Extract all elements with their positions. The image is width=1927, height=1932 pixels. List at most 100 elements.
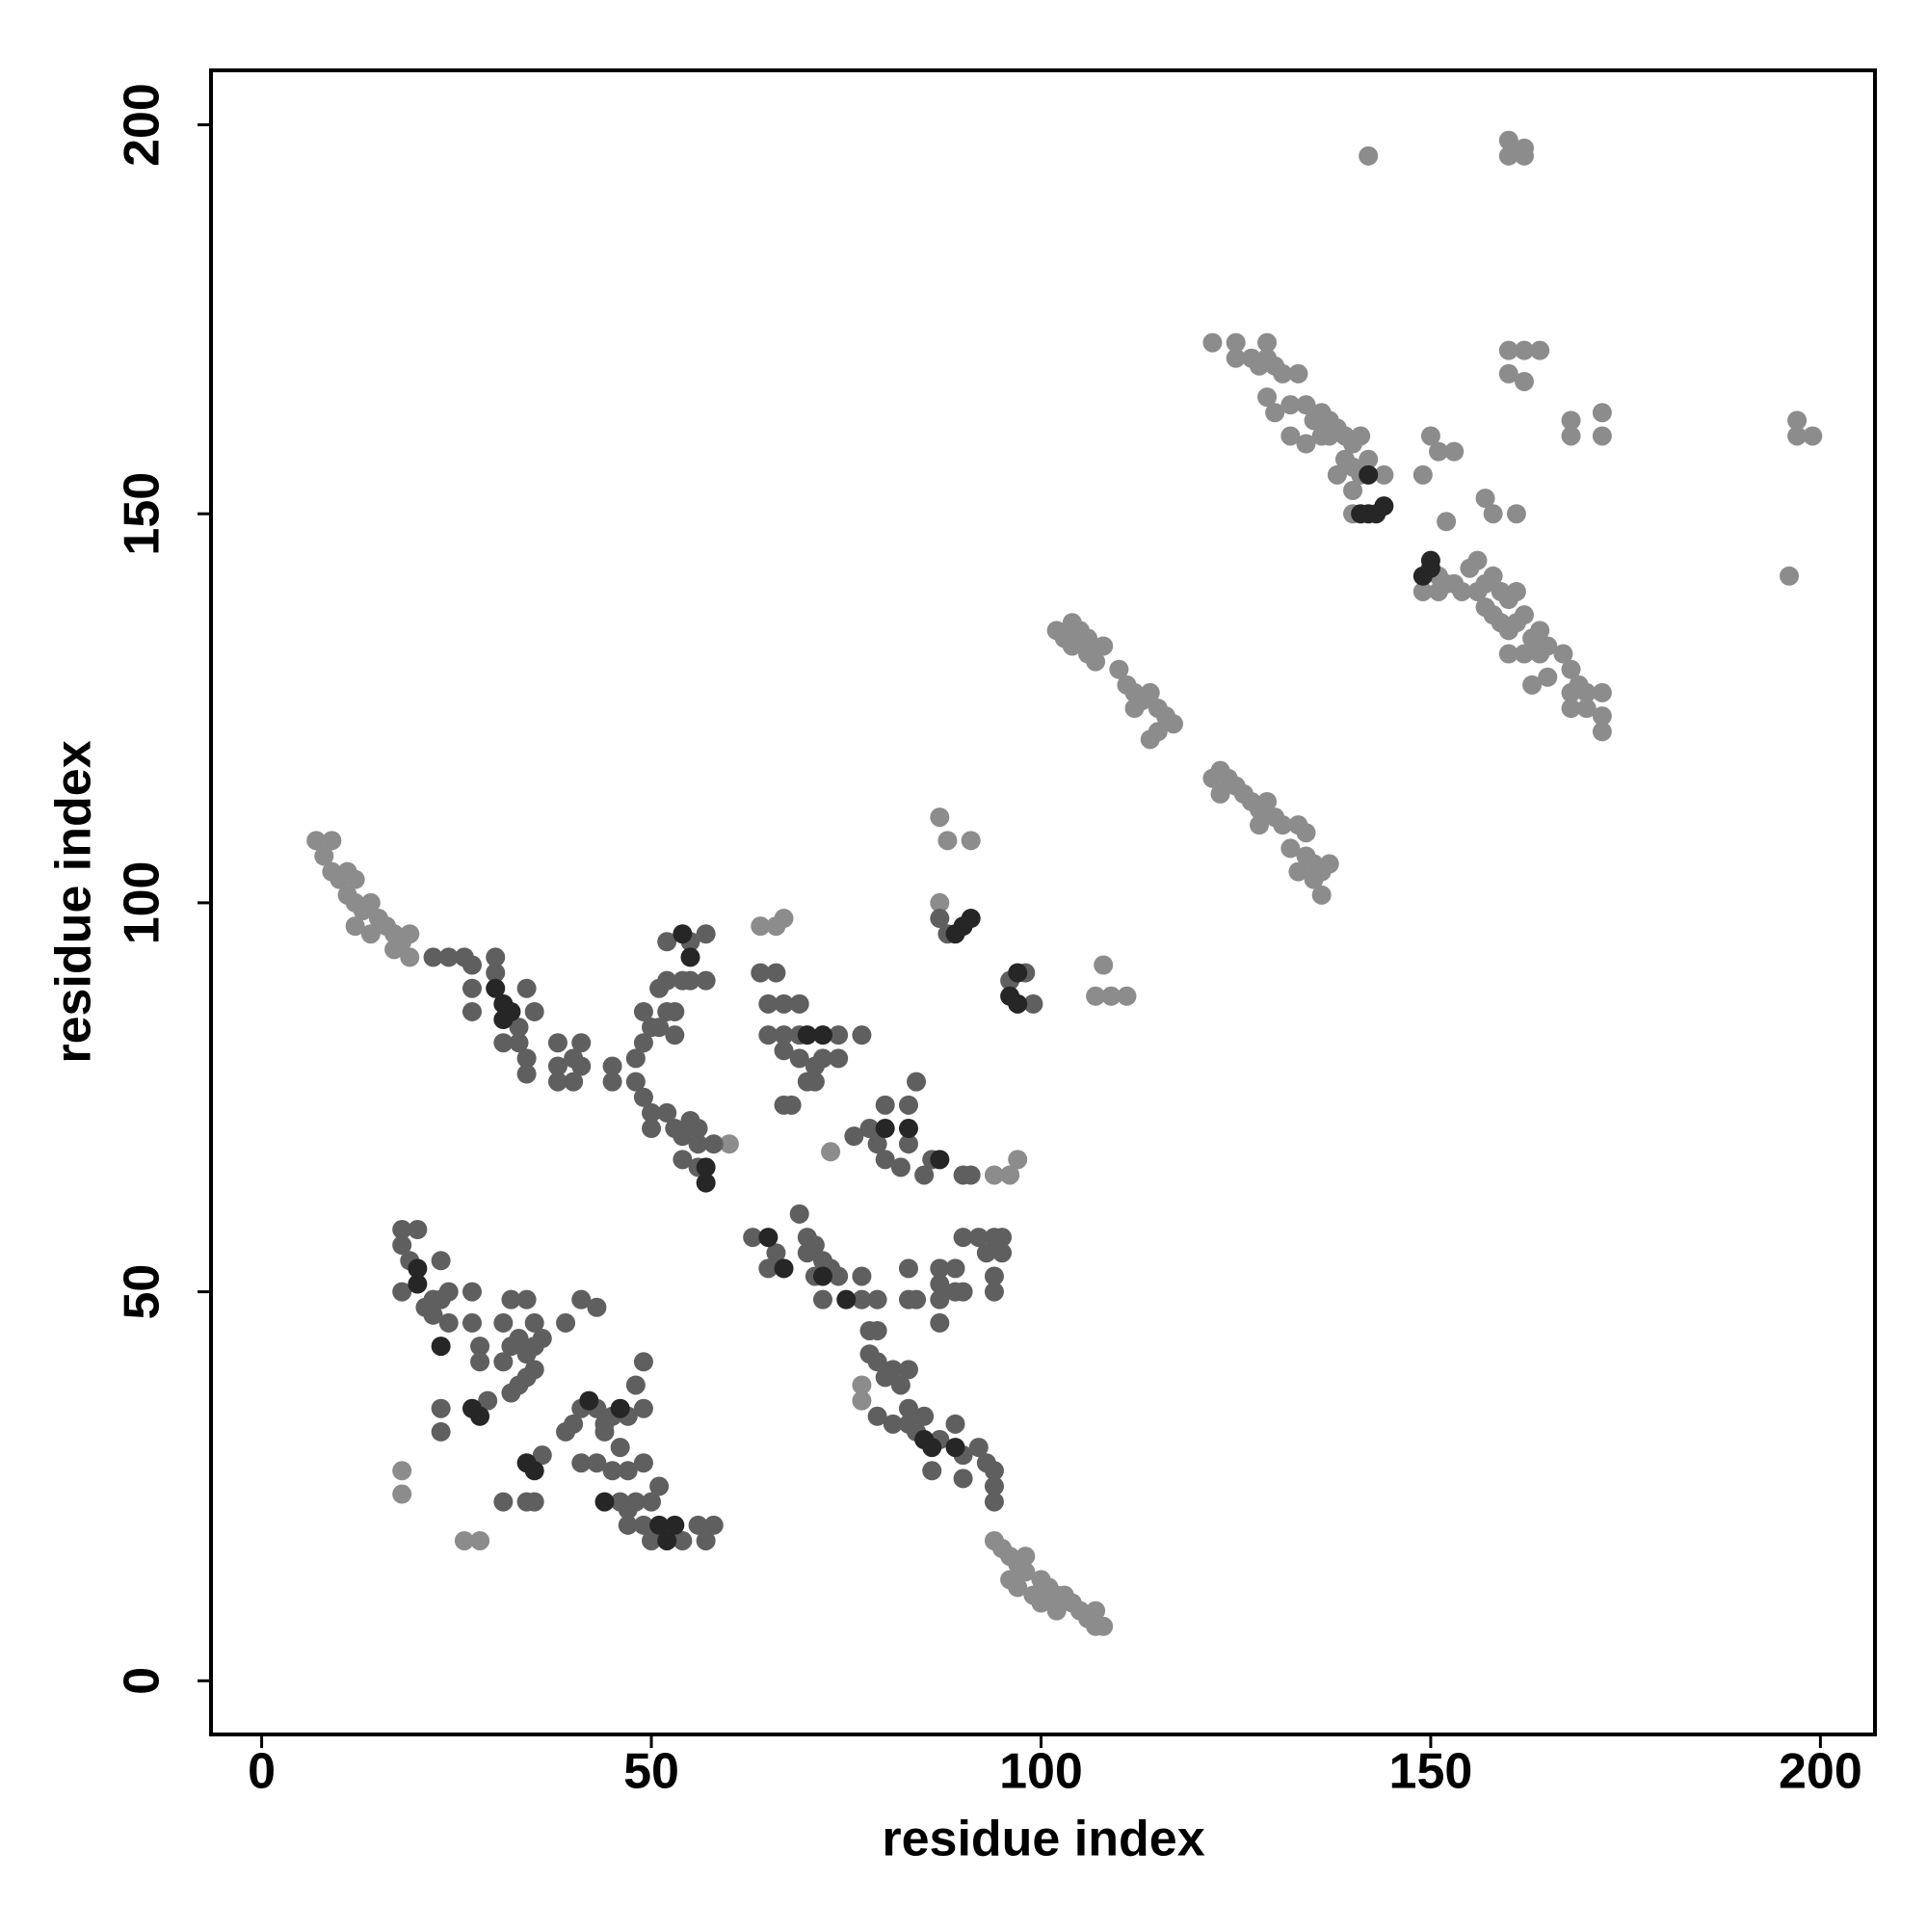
point bbox=[930, 1274, 950, 1294]
point bbox=[524, 1492, 544, 1512]
point bbox=[1094, 636, 1114, 656]
point bbox=[454, 1530, 474, 1550]
point bbox=[805, 1072, 825, 1092]
point bbox=[1226, 332, 1246, 353]
point bbox=[961, 1165, 981, 1185]
point bbox=[867, 1352, 887, 1372]
point bbox=[852, 1289, 872, 1310]
point bbox=[408, 1220, 428, 1240]
point bbox=[673, 924, 693, 944]
point bbox=[1359, 449, 1379, 469]
point bbox=[1086, 1601, 1106, 1621]
point bbox=[322, 831, 342, 851]
point bbox=[1094, 955, 1114, 975]
point bbox=[1553, 644, 1573, 664]
point bbox=[930, 1150, 950, 1170]
point bbox=[696, 970, 716, 991]
point bbox=[1288, 861, 1308, 882]
point bbox=[501, 1289, 521, 1310]
point bbox=[462, 1312, 482, 1333]
point bbox=[1226, 348, 1246, 368]
point bbox=[1086, 651, 1106, 672]
point bbox=[423, 1305, 443, 1325]
point bbox=[1249, 356, 1269, 376]
x-tick-label: 100 bbox=[999, 1744, 1083, 1800]
point bbox=[719, 1134, 739, 1154]
point bbox=[524, 1001, 544, 1021]
point bbox=[1117, 986, 1137, 1006]
point bbox=[438, 1312, 459, 1333]
point bbox=[462, 955, 482, 975]
point bbox=[470, 1406, 490, 1426]
point bbox=[1101, 986, 1122, 1006]
point bbox=[852, 1375, 872, 1395]
point bbox=[1374, 496, 1394, 516]
point bbox=[992, 1228, 1013, 1248]
point bbox=[1530, 644, 1550, 664]
point bbox=[1249, 815, 1269, 835]
point bbox=[1514, 340, 1534, 360]
point bbox=[1787, 426, 1808, 446]
point bbox=[571, 1453, 592, 1473]
point bbox=[1280, 838, 1301, 859]
point bbox=[898, 1360, 918, 1380]
point bbox=[1327, 464, 1347, 485]
point bbox=[642, 1119, 662, 1139]
y-tick-label: 50 bbox=[115, 1264, 171, 1320]
point bbox=[649, 1476, 670, 1496]
point bbox=[400, 924, 420, 944]
point bbox=[758, 993, 779, 1014]
point bbox=[314, 846, 334, 866]
point bbox=[930, 909, 950, 929]
point bbox=[642, 1530, 662, 1550]
point bbox=[968, 1438, 989, 1458]
point bbox=[1561, 699, 1581, 719]
point bbox=[665, 1025, 685, 1045]
point bbox=[1420, 426, 1440, 446]
point bbox=[1506, 504, 1526, 524]
point bbox=[914, 1406, 935, 1426]
point bbox=[812, 1025, 832, 1045]
point bbox=[829, 1025, 849, 1045]
point bbox=[766, 1243, 786, 1263]
point bbox=[618, 1461, 638, 1481]
point bbox=[470, 1352, 490, 1372]
point bbox=[703, 1134, 724, 1154]
point bbox=[633, 1453, 653, 1473]
point bbox=[1412, 464, 1433, 485]
point bbox=[1280, 426, 1301, 446]
point bbox=[976, 1243, 996, 1263]
point bbox=[493, 1010, 514, 1030]
point bbox=[890, 1157, 911, 1178]
point bbox=[867, 1320, 887, 1340]
point bbox=[1467, 581, 1488, 601]
point bbox=[1202, 332, 1223, 353]
point bbox=[907, 1072, 927, 1092]
point bbox=[618, 1515, 638, 1535]
point bbox=[852, 1390, 872, 1411]
point bbox=[673, 1126, 693, 1147]
point bbox=[633, 1033, 653, 1053]
point bbox=[1257, 332, 1278, 353]
point bbox=[486, 947, 506, 967]
point bbox=[345, 916, 365, 937]
point bbox=[1016, 1562, 1036, 1582]
point bbox=[431, 1337, 451, 1357]
point bbox=[1296, 395, 1316, 415]
point bbox=[930, 1289, 950, 1310]
point bbox=[1538, 667, 1558, 687]
point bbox=[408, 1274, 428, 1294]
point bbox=[930, 892, 950, 913]
point bbox=[774, 1025, 794, 1045]
point bbox=[743, 1228, 763, 1248]
y-axis-title: residue index bbox=[46, 740, 102, 1063]
point bbox=[1437, 512, 1457, 532]
point bbox=[633, 1001, 653, 1021]
point bbox=[898, 1134, 918, 1154]
point bbox=[1576, 699, 1597, 719]
point bbox=[1452, 581, 1472, 601]
point bbox=[1008, 1150, 1028, 1170]
point bbox=[633, 1515, 653, 1535]
point bbox=[431, 1421, 451, 1442]
